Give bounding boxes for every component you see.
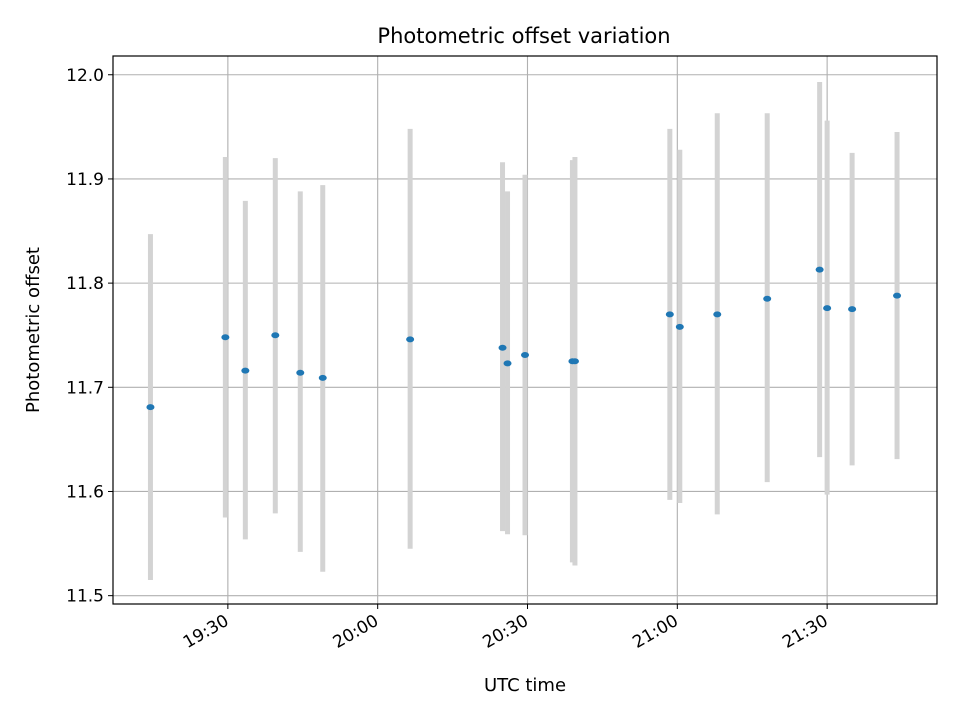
data-point	[763, 295, 772, 302]
data-point	[296, 369, 305, 376]
data-point	[675, 323, 684, 330]
data-point	[823, 305, 832, 312]
x-axis-label: UTC time	[484, 675, 566, 696]
data-point	[503, 360, 512, 367]
y-tick-label: 11.9	[66, 170, 104, 190]
data-point	[221, 334, 230, 341]
data-point	[521, 352, 529, 359]
data-point	[498, 344, 507, 351]
data-point	[665, 311, 674, 318]
x-tick-label: 21:00	[629, 611, 681, 653]
data-point	[271, 332, 280, 339]
y-axis-ticks: 11.5 11.6 11.7 11.8 11.9 12.0	[66, 66, 113, 607]
errorbars	[147, 82, 900, 581]
data-point	[893, 292, 902, 299]
data-point	[241, 367, 250, 374]
data-point	[570, 358, 579, 365]
plot-frame	[112, 55, 938, 605]
data-point	[146, 404, 155, 411]
x-tick-label: 19:30	[180, 611, 232, 653]
chart-title: Photometric offset variation	[377, 24, 670, 48]
data-point	[848, 306, 857, 313]
x-tick-label: 21:30	[779, 611, 831, 653]
x-tick-label: 20:00	[330, 611, 382, 653]
data-point	[406, 336, 415, 343]
y-tick-label: 11.7	[66, 378, 104, 398]
y-tick-label: 11.8	[66, 274, 104, 294]
data-point	[713, 311, 722, 318]
y-tick-label: 11.5	[66, 587, 104, 607]
x-axis-ticks: 19:30 20:00 20:30 21:00 21:30	[180, 604, 832, 653]
data-point	[318, 374, 327, 381]
data-point	[815, 266, 824, 273]
y-axis-label: Photometric offset	[23, 247, 44, 413]
y-tick-label: 11.6	[66, 482, 104, 502]
y-tick-label: 12.0	[66, 66, 104, 86]
data-points	[146, 266, 902, 411]
x-tick-label: 20:30	[480, 611, 532, 653]
